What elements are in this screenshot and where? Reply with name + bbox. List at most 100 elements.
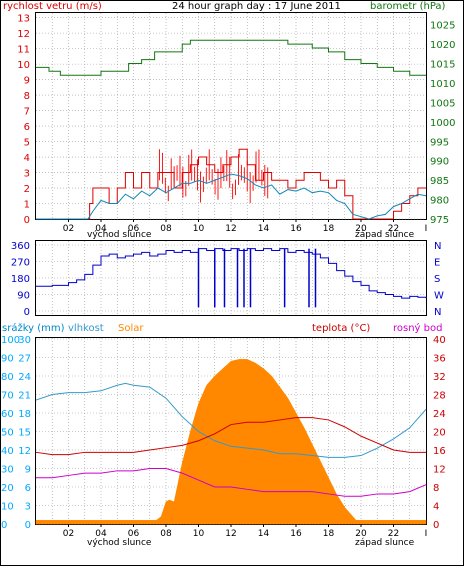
sunrise-label-bottom: východ slunce xyxy=(87,538,152,548)
humidity-axis-label: vlhkost xyxy=(68,323,104,334)
rain-tick-label: 15 xyxy=(18,428,31,439)
weather-x-tick-label: 02 xyxy=(63,529,74,539)
wind-tick-label: 3 xyxy=(24,169,30,180)
chart-title: 24 hour graph day : 17 June 2011 xyxy=(172,1,341,12)
direction-tick-label: 180 xyxy=(11,274,30,285)
humidity-tick-label: 20 xyxy=(1,483,14,494)
pressure-tick-label: 1025 xyxy=(430,21,455,32)
direction-compass-label: W xyxy=(434,291,444,302)
wind-axis-label: rychlost vetru (m/s) xyxy=(3,1,102,12)
wind-x-tick-label: 14 xyxy=(258,224,270,234)
weather-x-tick-label: 22 xyxy=(388,529,399,539)
wind-tick-label: 9 xyxy=(24,76,30,87)
solar-area xyxy=(35,359,427,525)
pressure-tick-label: 980 xyxy=(430,196,449,207)
direction-compass-label: S xyxy=(434,274,440,285)
wind-x-tick-label: 18 xyxy=(323,224,335,234)
pressure-tick-label: 995 xyxy=(430,137,449,148)
rain-axis-label: srážky (mm) xyxy=(2,322,65,334)
rain-tick-label: 18 xyxy=(18,409,31,420)
wind-tick-label: 2 xyxy=(24,184,30,195)
rain-tick-label: 21 xyxy=(18,391,31,402)
temperature-line xyxy=(35,417,426,456)
humidity-tick-label: 90 xyxy=(1,354,14,365)
temperature-tick-label: 4 xyxy=(433,502,439,513)
humidity-line xyxy=(35,382,427,458)
weather-x-tick-label: 04 xyxy=(95,529,107,539)
pressure-tick-label: 1000 xyxy=(430,118,455,129)
weather-x-tick-label: 18 xyxy=(323,529,335,539)
wind-x-tick-label: 22 xyxy=(388,224,399,234)
weather-x-tick-label: 16 xyxy=(290,529,302,539)
sunset-label-bottom: západ slunce xyxy=(355,538,415,548)
weather-x-tick-label: 14 xyxy=(258,529,270,539)
weather-x-end-tick: I xyxy=(425,529,428,539)
temperature-tick-label: 24 xyxy=(433,409,446,420)
direction-compass-label: E xyxy=(434,258,440,269)
wind-average-line xyxy=(36,173,427,220)
rain-tick-label: 24 xyxy=(18,372,31,383)
pressure-tick-label: 1010 xyxy=(430,79,455,90)
pressure-tick-label: 975 xyxy=(430,215,449,226)
direction-line xyxy=(36,248,427,299)
sunrise-label-top: východ slunce xyxy=(87,230,152,240)
direction-tick-label: 360 xyxy=(11,241,30,252)
temperature-axis-label: teplota (°C) xyxy=(312,323,370,334)
temperature-tick-label: 20 xyxy=(433,428,446,439)
pressure-tick-label: 1015 xyxy=(430,60,455,71)
wind-tick-label: 13 xyxy=(17,14,30,25)
pressure-line xyxy=(36,39,426,76)
direction-tick-label: 0 xyxy=(24,307,30,318)
pressure-axis-label: barometr (hPa) xyxy=(370,1,446,12)
wind-gust-line xyxy=(36,148,426,220)
wind-x-tick-label: 12 xyxy=(225,224,236,234)
wind-x-end-tick: I xyxy=(425,224,428,234)
temperature-tick-label: 40 xyxy=(433,335,446,346)
temperature-tick-label: 0 xyxy=(433,520,439,531)
direction-compass-label: N xyxy=(434,241,441,252)
solar-label: Solar xyxy=(118,323,144,334)
rain-tick-label: 27 xyxy=(18,354,31,365)
pressure-tick-label: 990 xyxy=(430,157,449,168)
wind-x-tick-label: 02 xyxy=(63,224,74,234)
weather-x-tick-label: 20 xyxy=(355,529,367,539)
temperature-tick-label: 28 xyxy=(433,391,446,402)
wind-tick-label: 12 xyxy=(17,29,30,40)
direction-compass-label: N xyxy=(434,307,441,318)
wind-x-tick-label: 06 xyxy=(128,224,140,234)
wind-x-tick-label: 08 xyxy=(160,224,172,234)
temperature-tick-label: 12 xyxy=(433,465,446,476)
wind-tick-label: 11 xyxy=(17,45,30,56)
weather-x-tick-label: 08 xyxy=(160,529,172,539)
humidity-tick-label: 60 xyxy=(1,409,14,420)
temperature-tick-label: 36 xyxy=(433,354,446,365)
humidity-tick-label: 80 xyxy=(1,372,14,383)
direction-tick-label: 90 xyxy=(17,291,30,302)
wind-tick-label: 4 xyxy=(24,153,30,164)
dewpoint-axis-label: rosný bod xyxy=(393,322,442,334)
weather-x-tick-label: 06 xyxy=(128,529,140,539)
pressure-tick-label: 1020 xyxy=(430,40,455,51)
rain-tick-label: 0 xyxy=(25,520,31,531)
temperature-tick-label: 32 xyxy=(433,372,446,383)
sunset-label-top: západ slunce xyxy=(355,230,415,240)
humidity-tick-label: 70 xyxy=(1,391,14,402)
humidity-tick-label: 50 xyxy=(1,428,14,439)
humidity-tick-label: 30 xyxy=(1,465,14,476)
dewpoint-line xyxy=(36,468,427,497)
humidity-tick-label: 100 xyxy=(1,335,20,346)
wind-tick-label: 1 xyxy=(24,200,30,211)
wind-tick-label: 5 xyxy=(24,138,30,149)
temperature-tick-label: 8 xyxy=(433,483,439,494)
rain-tick-label: 6 xyxy=(25,483,31,494)
wind-x-tick-label: 16 xyxy=(290,224,302,234)
wind-x-tick-label: 04 xyxy=(95,224,107,234)
wind-tick-label: 8 xyxy=(24,91,30,102)
humidity-tick-label: 0 xyxy=(1,520,7,531)
rain-tick-label: 12 xyxy=(18,446,31,457)
wind-tick-label: 0 xyxy=(24,215,30,226)
rain-tick-label: 30 xyxy=(18,335,31,346)
pressure-tick-label: 1005 xyxy=(430,98,455,109)
